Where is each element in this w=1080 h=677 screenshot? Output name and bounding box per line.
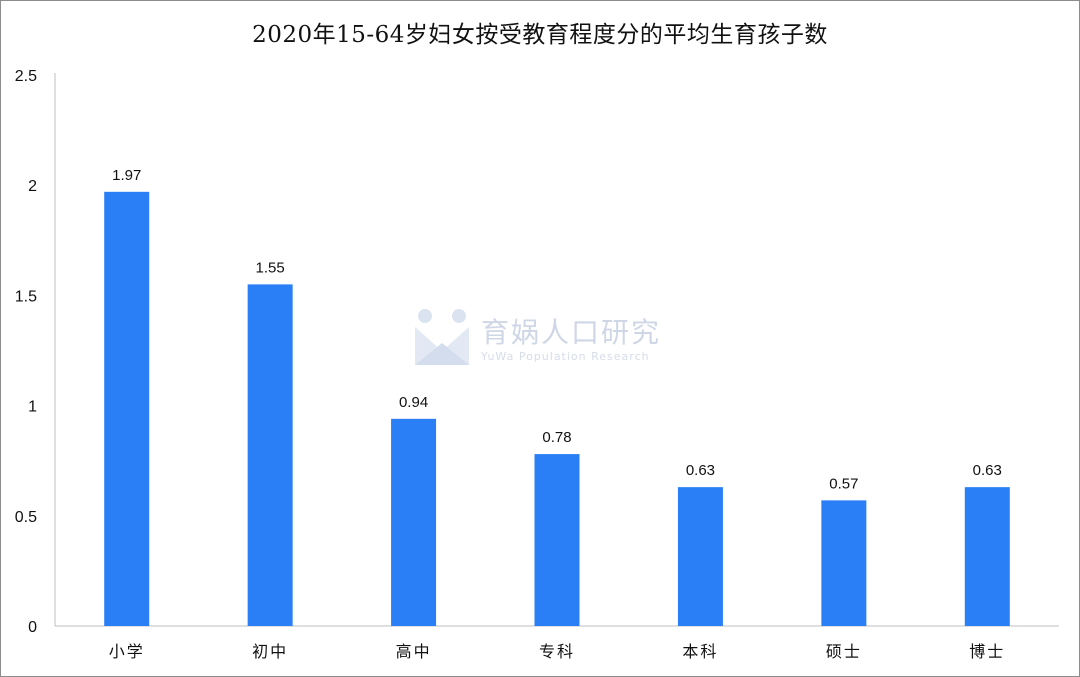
- y-tick-label: 2: [28, 178, 37, 195]
- data-label: 0.63: [686, 462, 715, 479]
- y-tick-label: 0.5: [15, 509, 37, 526]
- y-tick-label: 1: [28, 399, 37, 416]
- bar: [964, 487, 1010, 626]
- y-tick-label: 1.5: [15, 288, 37, 305]
- x-tick-label: 专科: [539, 642, 575, 661]
- bar: [391, 418, 437, 626]
- x-tick-label: 小学: [109, 642, 145, 661]
- data-label: 0.63: [973, 462, 1002, 479]
- bar: [821, 500, 867, 626]
- y-tick-label: 0: [28, 619, 37, 636]
- chart-title: 2020年15-64岁妇女按受教育程度分的平均生育孩子数: [252, 22, 828, 48]
- watermark-subtext: YuWa Population Research: [481, 350, 650, 363]
- y-tick-label: 2.5: [15, 68, 37, 85]
- bar: [534, 454, 580, 626]
- data-label: 0.57: [829, 475, 858, 492]
- x-tick-label: 高中: [396, 642, 432, 661]
- data-label: 0.94: [399, 394, 428, 411]
- data-label: 1.97: [112, 167, 141, 184]
- watermark-logo-icon: [415, 309, 469, 365]
- x-tick-label: 硕士: [826, 642, 862, 661]
- watermark-text: 育娲人口研究: [481, 316, 662, 349]
- data-label: 0.78: [542, 429, 571, 446]
- x-tick-label: 博士: [969, 642, 1005, 661]
- bar: [104, 191, 150, 626]
- data-label: 1.55: [256, 259, 285, 276]
- bar: [677, 487, 723, 626]
- x-tick-label: 本科: [682, 642, 718, 661]
- bar: [247, 284, 293, 626]
- x-tick-label: 初中: [252, 642, 288, 661]
